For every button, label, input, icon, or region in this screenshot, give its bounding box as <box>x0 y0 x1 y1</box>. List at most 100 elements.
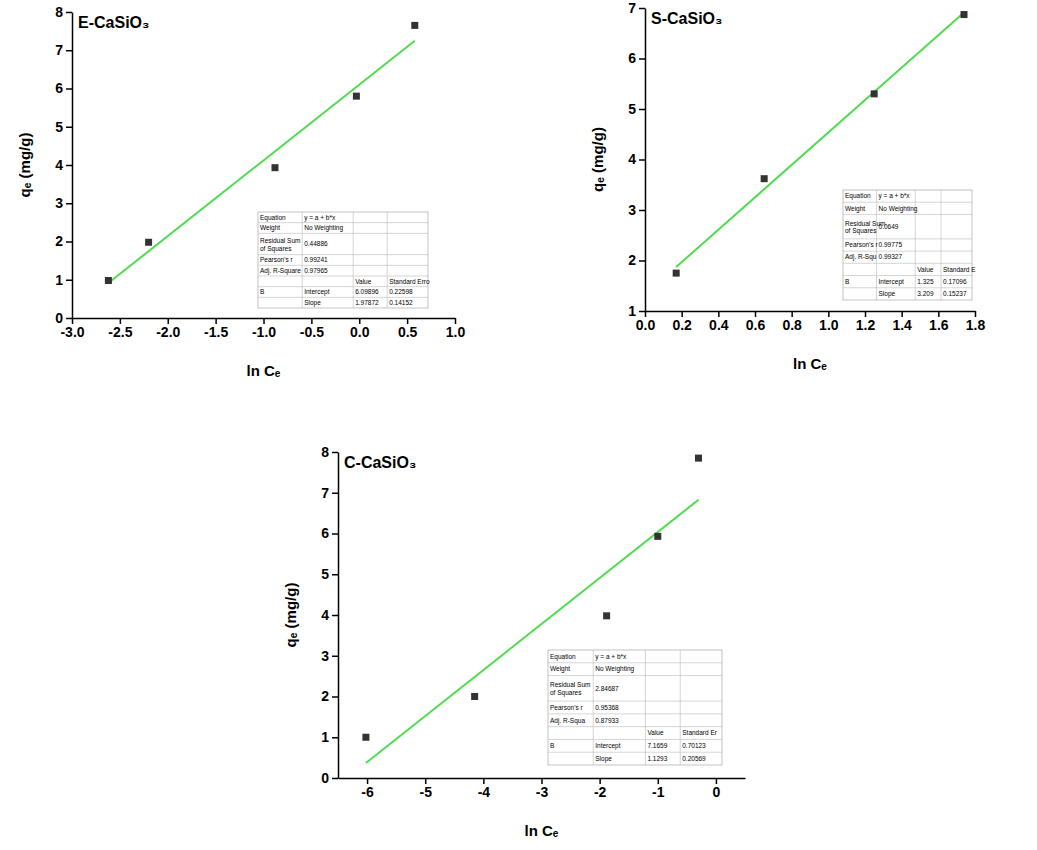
tick: 0.0 <box>636 311 656 333</box>
tick-mark <box>66 127 72 129</box>
table-cell: y = a + b*x <box>595 653 627 661</box>
table-cell: Pearson's r <box>260 256 294 263</box>
data-point <box>673 270 680 277</box>
tick: 2 <box>628 252 645 268</box>
table-rule <box>843 263 972 264</box>
tick: 3 <box>628 202 645 218</box>
tick-label: 0.4 <box>709 317 729 333</box>
table-rule <box>258 297 428 298</box>
tick: 2 <box>321 688 338 704</box>
tick-label: -4 <box>478 784 491 800</box>
table-cell: Equation <box>845 192 871 200</box>
tick-label: 0.5 <box>398 324 418 340</box>
table-cell: Residual Sumof Squares <box>260 237 300 253</box>
tick-label: -0.5 <box>300 324 324 340</box>
table-cell: y = a + b*x <box>304 214 336 222</box>
table-rule <box>548 752 722 753</box>
table-rule <box>843 202 972 203</box>
tick-label: 0.6 <box>746 317 766 333</box>
tick-label: 6 <box>628 50 636 66</box>
data-point <box>271 164 278 171</box>
tick-label: 0 <box>321 770 329 786</box>
tick-mark <box>639 8 645 10</box>
table-cell: 0.87933 <box>595 717 619 724</box>
tick-label: 0 <box>55 310 63 326</box>
tick-label: 5 <box>321 566 329 582</box>
tick-mark <box>332 452 338 454</box>
tick-label: 7 <box>321 485 329 501</box>
table-cell: Standard Er <box>682 729 718 736</box>
table-rule <box>548 662 722 663</box>
tick-label: 6 <box>321 525 329 541</box>
tick-label: 0.2 <box>672 317 692 333</box>
tick-label: 1.0 <box>446 324 466 340</box>
tick-label: 1 <box>321 729 329 745</box>
tick-label: 4 <box>628 151 636 167</box>
table-cell: Residual Sumof Squares <box>550 681 590 697</box>
tick: 0.5 <box>398 318 418 340</box>
table-cell: 0.15237 <box>943 290 967 297</box>
table-cell: No Weighting <box>595 665 634 673</box>
data-point <box>353 93 360 100</box>
tick: 1.2 <box>856 311 876 333</box>
y-axis-title: qₑ (mg/g) <box>16 133 33 198</box>
x-axis-title: ln Cₑ <box>247 362 281 379</box>
tick-mark <box>332 574 338 576</box>
tick-mark <box>639 311 645 313</box>
chart-title: C-CaSiO₃ <box>344 454 416 471</box>
tick-label: -3.0 <box>60 324 84 340</box>
tick: 1 <box>321 729 338 745</box>
tick: 0.8 <box>782 311 802 333</box>
tick: -5 <box>419 778 432 800</box>
tick: 3 <box>321 648 338 664</box>
tick-label: -1.5 <box>204 324 228 340</box>
tick: 1.8 <box>966 311 986 333</box>
stats-table: Equationy = a + b*xWeightNo WeightingRes… <box>258 212 430 308</box>
tick-label: 8 <box>321 444 329 460</box>
tick: 0.6 <box>746 311 766 333</box>
table-rule <box>258 286 428 287</box>
table-cell: Pearson's r <box>550 704 584 711</box>
table-cell: Intercept <box>595 742 620 750</box>
tick: 6 <box>321 525 338 541</box>
table-cell: Pearson's r <box>845 241 879 248</box>
tick-mark <box>66 280 72 282</box>
tick: 3 <box>55 195 72 211</box>
tick: -0.5 <box>300 318 324 340</box>
tick: -2.5 <box>108 318 132 340</box>
tick-label: 1.2 <box>856 317 876 333</box>
tick-mark <box>66 318 72 320</box>
tick-label: -2.0 <box>156 324 180 340</box>
table-cell: No Weighting <box>879 205 918 213</box>
table-cell: Adj. R-Squ <box>845 253 877 261</box>
table-frame <box>258 212 428 308</box>
tick-label: 0.0 <box>636 317 656 333</box>
tick: -3 <box>536 778 549 800</box>
tick-label: 5 <box>628 101 636 117</box>
table-cell: Value <box>355 278 372 285</box>
tick-mark <box>66 165 72 167</box>
tick-label: 4 <box>321 607 329 623</box>
table-cell: Slope <box>879 290 896 298</box>
tick: 4 <box>55 157 72 173</box>
table-rule <box>843 214 972 215</box>
table-cell: Slope <box>595 755 612 763</box>
table-rule <box>593 650 594 765</box>
tick-mark <box>639 260 645 262</box>
x-axis: -3.0-2.5-2.0-1.5-1.0-0.50.00.51.0 <box>60 318 465 340</box>
table-rule <box>843 238 972 239</box>
tick: 7 <box>628 0 645 16</box>
table-cell: 3.209 <box>917 290 934 297</box>
tick-label: -1.0 <box>252 324 276 340</box>
x-axis-title: ln Cₑ <box>525 822 559 839</box>
tick-mark <box>332 656 338 658</box>
data-point <box>695 455 702 462</box>
tick-label: 1.0 <box>819 317 839 333</box>
tick-label: 3 <box>321 648 329 664</box>
table-cell: Equation <box>550 653 576 661</box>
table-cell: B <box>260 288 264 295</box>
tick: 0 <box>321 770 338 786</box>
tick-label: 7 <box>55 42 63 58</box>
x-axis: -6-5-4-3-2-10 <box>339 778 746 800</box>
table-cell: 0.99241 <box>304 256 328 263</box>
